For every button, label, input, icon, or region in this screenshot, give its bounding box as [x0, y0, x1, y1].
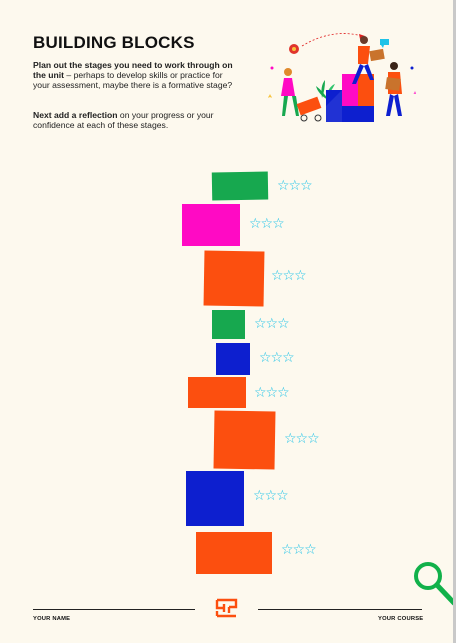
- intro-bold: Plan out the stages you need to work thr…: [33, 60, 233, 81]
- stage-block: [212, 310, 245, 339]
- rating-stars[interactable]: ☆☆☆: [254, 316, 290, 332]
- stage-block: [211, 171, 269, 201]
- reflection-text: on your progress or your confidence at e…: [33, 110, 214, 131]
- reflection-paragraph: Next add a reflection on your progress o…: [33, 110, 233, 130]
- orange-maze-logo: [215, 598, 238, 618]
- course-line: [258, 609, 422, 610]
- search-icon: [414, 562, 453, 606]
- your-name-label: YOUR NAME: [33, 616, 71, 622]
- intro-text: – perhaps to develop skills or practice …: [33, 70, 233, 91]
- rating-stars[interactable]: ☆☆☆: [277, 178, 313, 194]
- stage-block: [182, 204, 240, 246]
- rating-stars[interactable]: ☆☆☆: [271, 268, 307, 284]
- stage-block: [203, 250, 265, 307]
- page-title: BUILDING BLOCKS: [33, 33, 195, 52]
- rating-stars[interactable]: ☆☆☆: [259, 350, 295, 366]
- stage-block: [186, 471, 244, 526]
- reflection-bold: Next add a reflection: [33, 110, 118, 120]
- your-course-label: YOUR COURSE: [378, 616, 424, 622]
- name-line: [33, 609, 195, 610]
- rating-stars[interactable]: ☆☆☆: [281, 542, 317, 558]
- rating-stars[interactable]: ☆☆☆: [284, 431, 320, 447]
- stage-block: [188, 377, 246, 408]
- rating-stars[interactable]: ☆☆☆: [254, 385, 290, 401]
- rating-stars[interactable]: ☆☆☆: [249, 216, 285, 232]
- stage-block: [216, 343, 250, 375]
- rating-stars[interactable]: ☆☆☆: [253, 488, 289, 504]
- stage-block: [196, 532, 272, 574]
- intro-paragraph: Plan out the stages you need to work thr…: [33, 60, 233, 91]
- stage-block: [213, 410, 276, 470]
- people-building-blocks-illustration: [268, 33, 416, 122]
